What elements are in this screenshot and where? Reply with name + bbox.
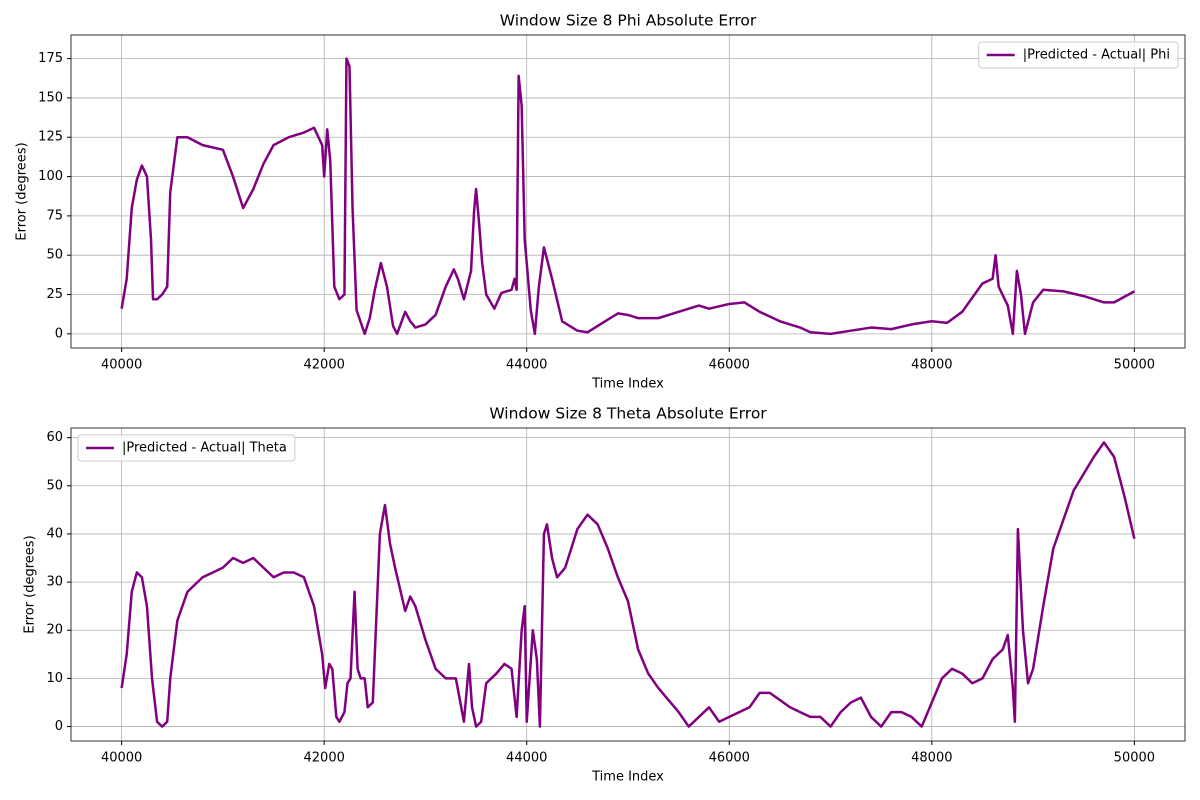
data-line (120, 57, 1135, 336)
x-tick-label: 48000 (911, 358, 952, 373)
y-tick-label: 150 (38, 90, 63, 105)
x-tick-label: 50000 (1114, 751, 1155, 766)
y-tick-label: 10 (46, 671, 63, 686)
x-tick-label: 44000 (506, 358, 547, 373)
y-tick-label: 175 (38, 51, 63, 66)
legend-box (77, 434, 296, 462)
y-tick-label: 100 (38, 169, 63, 184)
x-axis-label: Time Index (591, 377, 664, 392)
x-tick-label: 42000 (304, 358, 345, 373)
legend-label: |Predicted - Actual| Theta (122, 441, 287, 456)
plot-frame (70, 34, 1186, 349)
y-tick-label: 0 (55, 326, 63, 341)
x-tick-label: 42000 (304, 751, 345, 766)
y-tick-label: 25 (46, 287, 63, 302)
y-tick-label: 50 (46, 248, 63, 263)
x-tick-label: 44000 (506, 751, 547, 766)
x-tick-label: 40000 (101, 751, 142, 766)
y-tick-label: 60 (46, 430, 63, 445)
data-line (120, 441, 1136, 728)
y-tick-label: 75 (46, 208, 63, 223)
x-tick-label: 48000 (911, 751, 952, 766)
chart-title: Window Size 8 Theta Absolute Error (489, 405, 767, 423)
x-tick-label: 50000 (1114, 358, 1155, 373)
legend-box (978, 41, 1179, 69)
plot-frame (70, 427, 1186, 742)
y-tick-label: 30 (46, 575, 63, 590)
y-tick-label: 50 (46, 478, 63, 493)
legend: |Predicted - Actual| Phi (978, 41, 1179, 69)
x-tick-label: 46000 (709, 751, 750, 766)
y-tick-label: 40 (46, 526, 63, 541)
x-tick-label: 46000 (709, 358, 750, 373)
x-axis-label: Time Index (591, 770, 664, 785)
y-axis-label: Error (degrees) (15, 142, 30, 240)
y-tick-label: 125 (38, 130, 63, 145)
y-tick-label: 0 (55, 719, 63, 734)
chart-title: Window Size 8 Phi Absolute Error (500, 12, 757, 30)
y-tick-label: 20 (46, 623, 63, 638)
x-tick-label: 40000 (101, 358, 142, 373)
legend: |Predicted - Actual| Theta (77, 434, 296, 462)
legend-label: |Predicted - Actual| Phi (1023, 48, 1170, 63)
y-axis-label: Error (degrees) (23, 535, 38, 633)
